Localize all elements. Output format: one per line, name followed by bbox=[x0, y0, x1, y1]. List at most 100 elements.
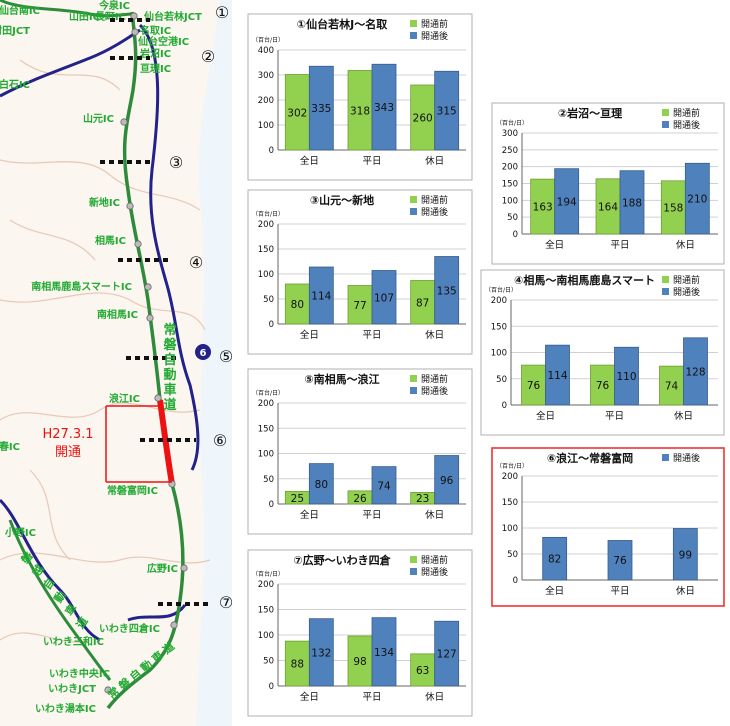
interchange-label: 南相馬鹿島スマートIC bbox=[31, 280, 132, 293]
data-label: 132 bbox=[311, 647, 331, 659]
bar bbox=[410, 653, 436, 687]
national-road bbox=[0, 498, 101, 642]
interchange-marker bbox=[154, 394, 162, 402]
bar bbox=[308, 266, 334, 325]
y-tick-label: 100 bbox=[258, 270, 274, 280]
y-tick-label: 250 bbox=[502, 146, 518, 156]
y-tick-label: 300 bbox=[258, 71, 274, 81]
legend-label: 開通後 bbox=[421, 30, 448, 42]
interchange-label: 小野IC bbox=[4, 526, 36, 539]
legend-swatch bbox=[410, 32, 417, 39]
x-tick-label: 休日 bbox=[425, 691, 444, 703]
data-label: 76 bbox=[613, 555, 627, 567]
y-tick-label: 150 bbox=[502, 498, 518, 508]
chart-title: ⑥浪江～常磐富岡 bbox=[547, 451, 633, 465]
data-label: 163 bbox=[533, 202, 553, 214]
legend-label: 開通前 bbox=[673, 274, 700, 286]
chart-unit-label: （百台/日） bbox=[496, 119, 528, 127]
bar bbox=[308, 463, 334, 505]
route-6-shield: 6 bbox=[195, 344, 211, 360]
interchange-marker bbox=[120, 118, 128, 126]
y-tick-label: 100 bbox=[258, 631, 274, 641]
data-label: 318 bbox=[350, 105, 370, 117]
data-label: 343 bbox=[374, 102, 394, 114]
interchange-label: 岩沼IC bbox=[139, 47, 171, 60]
y-tick-label: 150 bbox=[258, 424, 274, 434]
prefecture-border bbox=[19, 59, 121, 91]
interchange-marker bbox=[131, 28, 139, 36]
y-tick-label: 100 bbox=[502, 524, 518, 534]
section-number-label: ⑦ bbox=[219, 593, 233, 612]
legend-swatch bbox=[662, 288, 669, 295]
x-tick-label: 全日 bbox=[300, 509, 319, 521]
chart-title: ②岩沼～亘理 bbox=[558, 106, 622, 120]
prefecture-border bbox=[0, 402, 201, 421]
y-tick-label: 200 bbox=[502, 163, 518, 173]
x-tick-label: 全日 bbox=[300, 691, 319, 703]
y-tick-label: 50 bbox=[507, 213, 518, 223]
data-label: 82 bbox=[548, 554, 561, 566]
y-tick-label: 100 bbox=[258, 121, 274, 131]
data-label: 23 bbox=[416, 493, 429, 505]
interchange-marker bbox=[144, 283, 152, 291]
legend-label: 開通後 bbox=[673, 119, 700, 131]
x-tick-label: 休日 bbox=[676, 585, 695, 597]
data-label: 63 bbox=[416, 665, 429, 677]
prefecture-border bbox=[29, 469, 71, 561]
interchange-label: 長町IC bbox=[95, 11, 126, 23]
legend-swatch bbox=[410, 20, 417, 27]
data-label: 98 bbox=[353, 656, 366, 668]
x-tick-label: 平日 bbox=[610, 586, 629, 597]
legend-label: 開通後 bbox=[421, 385, 448, 397]
y-tick-label: 50 bbox=[263, 475, 274, 485]
data-label: 210 bbox=[687, 194, 707, 206]
interchange-label: 白石IC bbox=[0, 78, 30, 91]
chart-unit-label: （百台/日） bbox=[485, 286, 517, 294]
y-tick-label: 400 bbox=[258, 46, 274, 56]
y-tick-label: 200 bbox=[491, 296, 507, 306]
interchange-label: 仙台空港IC bbox=[138, 35, 189, 48]
chart-unit-label: （百台/日） bbox=[252, 570, 284, 578]
data-label: 87 bbox=[416, 297, 429, 309]
bar bbox=[434, 620, 460, 687]
legend-swatch bbox=[662, 454, 669, 461]
y-tick-label: 0 bbox=[269, 500, 274, 510]
legend-label: 開通前 bbox=[421, 18, 448, 30]
chart-frame bbox=[491, 447, 725, 607]
bar bbox=[434, 256, 460, 325]
legend-label: 開通前 bbox=[421, 373, 448, 385]
legend-swatch bbox=[662, 276, 669, 283]
data-label: 315 bbox=[437, 106, 457, 118]
opening-label: 開通 bbox=[55, 445, 81, 460]
interchange-label: 浪江IC bbox=[109, 392, 140, 405]
interchange-marker bbox=[134, 240, 142, 248]
bar bbox=[347, 70, 373, 151]
data-label: 127 bbox=[437, 649, 457, 661]
interchange-label: 新地IC bbox=[89, 196, 120, 209]
data-label: 128 bbox=[685, 366, 705, 378]
x-tick-label: 平日 bbox=[605, 411, 624, 422]
x-tick-label: 全日 bbox=[300, 329, 319, 341]
section-number-label: ④ bbox=[189, 253, 203, 272]
bar bbox=[308, 65, 334, 151]
legend-swatch bbox=[410, 387, 417, 394]
chart-title: ⑦広野～いわき四倉 bbox=[293, 553, 391, 567]
legend-label: 開通後 bbox=[421, 566, 448, 578]
map-background bbox=[0, 0, 232, 726]
interchange-label: 今泉IC bbox=[98, 0, 130, 12]
data-label: 74 bbox=[377, 480, 391, 492]
national-road bbox=[0, 28, 141, 98]
chart-frame bbox=[247, 368, 473, 535]
y-tick-label: 100 bbox=[502, 196, 518, 206]
bar bbox=[684, 162, 710, 235]
section-number-label: ② bbox=[201, 47, 215, 66]
data-label: 74 bbox=[665, 381, 679, 393]
interchange-label: いわき中央IC bbox=[49, 667, 110, 680]
interchange-label: 名取IC bbox=[140, 24, 171, 37]
data-label: 25 bbox=[291, 493, 304, 505]
